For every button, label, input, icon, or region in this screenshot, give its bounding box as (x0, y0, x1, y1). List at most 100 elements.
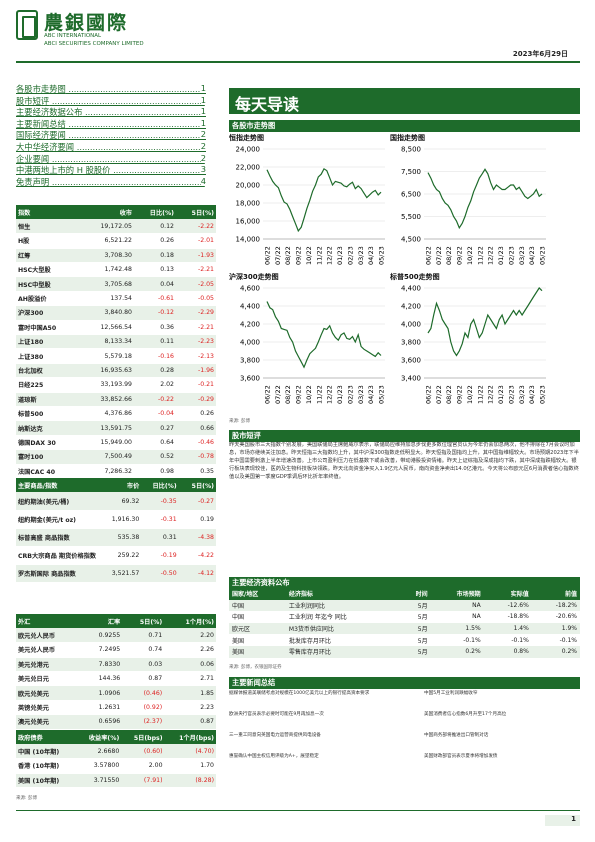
y-tick-label: 24,000 (236, 146, 261, 154)
table-header: 日比(%) (141, 478, 179, 493)
events-cell: 0.8% (483, 645, 532, 658)
news-item[interactable]: 欧洲央行官员表示必要时可能在9月再加息一次 (229, 712, 324, 717)
bond-table: 政府债券 收益率(%) 5日(bps) 1个月(bps) 中国 (10年期) 2.6680… (16, 730, 216, 789)
table-header: 主要商品/指数 (16, 478, 99, 493)
company-name-en-sub: ABCI SECURITIES COMPANY LIMITED (44, 41, 144, 47)
news-item[interactable]: 中国商务部将推进出口管制对话 (424, 733, 489, 738)
table-cell: 3.57800 (75, 758, 122, 774)
toc-item[interactable]: 主要经济数据公布 ...............................… (16, 106, 206, 118)
table-row: 红筹 3,708.30 0.18 -1.93 (16, 248, 216, 264)
news-item[interactable]: 惠誉确认中国主权信用评级为A+，展望稳定 (229, 754, 319, 759)
y-tick-label: 3,600 (401, 357, 421, 365)
toc-item-label: 企业要闻 (16, 153, 50, 164)
toc-item-page: 2 (200, 140, 206, 151)
toc-item[interactable]: 免责声明 ...................................… (16, 175, 206, 188)
table-row: 美国 零售库存月环比 5月 0.2% 0.8% 0.2% (229, 645, 580, 658)
toc-dots: ........................................… (85, 107, 206, 118)
x-tick-label: 04/23 (528, 246, 536, 265)
source-note-charts: 来源: 彭博 (229, 419, 250, 424)
table-header: 收益率(%) (75, 730, 122, 745)
table-cell: -0.22 (134, 392, 176, 407)
table-cell: 香港 (10年期) (16, 758, 76, 774)
news-title: 主要新闻总结 (229, 677, 580, 689)
table-cell: -2.21 (176, 262, 216, 278)
x-tick-label: 05/23 (539, 246, 547, 265)
table-cell: 法国CAC 40 (16, 464, 82, 479)
table-cell: 0.11 (134, 334, 176, 350)
news-item[interactable]: 美国财政部官员表示夏季将增加发债 (424, 754, 498, 759)
chart-svg: 24,000 22,000 20,000 18,000 16,000 14,00006/2… (236, 146, 386, 266)
news-section: 据媒体报道美联储考虑对规模在1000亿美元以上的银行提高资本要求 欧洲央行官员表示… (229, 690, 580, 805)
table-row: 纽約期油(美元/桶) 69.32 -0.35 -0.27 (16, 492, 216, 511)
table-cell: 13,591.75 (82, 420, 134, 436)
events-cell: 工业利润 年迄今 同比 (288, 614, 347, 622)
table-cell: 535.38 (98, 528, 142, 547)
table-cell: (0.60) (121, 744, 165, 760)
toc-item[interactable]: 股市短评 ...................................… (16, 94, 206, 107)
news-item[interactable]: 三一重工同意向英国电力运营商提供风电设备 (229, 733, 321, 738)
table-cell: 0.52 (134, 449, 176, 465)
toc-item-page: 1 (200, 94, 206, 105)
events-cell: -18.2% (531, 599, 580, 612)
table-cell: 道琼斯 (16, 392, 82, 407)
table-row: 上证380 5,579.18 -0.16 -2.13 (16, 348, 216, 364)
x-tick-label: 05/23 (539, 385, 547, 404)
toc-item[interactable]: 企业要闻 ...................................… (16, 152, 206, 165)
toc-item-label: 主要新闻总结 (16, 118, 66, 129)
series-line (266, 167, 382, 233)
y-tick-label: 4,000 (240, 339, 260, 347)
table-row: 德国DAX 30 15,949.00 0.64 -0.46 (16, 435, 216, 451)
table-cell: 美元兑日元 (16, 671, 82, 687)
toc-dots: ........................................… (113, 165, 206, 176)
table-cell: -0.78 (176, 449, 216, 465)
toc-item[interactable]: 中港两地上市的 H 股股价 ..........................… (16, 164, 206, 176)
toc-item[interactable]: 大中华经济要闻 ................................… (16, 140, 206, 153)
x-tick-label: 02/23 (507, 246, 515, 265)
y-tick-label: 4,000 (401, 321, 421, 329)
toc-item-label: 各股市走势图 (16, 84, 66, 94)
series-line (427, 168, 543, 230)
toc-dots: ........................................… (49, 176, 205, 187)
x-tick-label: 12/22 (326, 385, 334, 404)
table-cell: 0.06 (164, 657, 216, 673)
table-cell: 33,852.66 (82, 392, 134, 407)
bond-table-wrap: 政府债券 收益率(%) 5日(bps) 1个月(bps) 中国 (10年期) 2.6680… (16, 730, 216, 789)
events-cell: 5月 (398, 599, 431, 612)
events-title: 主要经济资料公布 (229, 577, 580, 589)
chart-title: 标普500走势图 (390, 273, 440, 281)
toc-item-page: 2 (200, 152, 206, 163)
toc-item-label: 国际经济要闻 (16, 130, 66, 141)
header-divider (16, 61, 580, 63)
table-cell: 0.9255 (81, 628, 123, 644)
table-cell: 3,521.57 (98, 564, 142, 583)
company-name-cn: 農銀國際 (44, 12, 129, 34)
news-item[interactable]: 美国消费者信心指数6月升至17个月高位 (424, 712, 507, 717)
events-cell: 中国 (232, 614, 245, 622)
news-item[interactable]: 中国5月工业利润跌幅收窄 (424, 691, 478, 696)
table-cell: HSC大型股 (16, 262, 82, 278)
news-item[interactable]: 据媒体报道美联储考虑对规模在1000亿美元以上的银行提高资本要求 (229, 691, 370, 696)
table-cell: 上证180 (16, 334, 82, 350)
table-row: 美国 (10年期) 3.71550 (7.91) (8.28) (16, 773, 216, 789)
toc-item[interactable]: 国际经济要闻 .................................… (16, 129, 206, 141)
series-line (427, 287, 543, 357)
toc-item[interactable]: 各股市走势图 .................................… (16, 83, 206, 95)
table-row: 标普500 4,376.86 -0.04 0.26 (16, 406, 216, 422)
table-header: 收市 (82, 205, 134, 220)
table-row: 中国 工业利润 年迄今 同比 5月 NA -18.8% -20.6% (229, 611, 580, 623)
chart-svg: 4,400 4,200 4,000 3,800 3,600 3,400 06/22 07/22… (401, 285, 547, 405)
index-table-wrap: 指数 收市 日比(%) 5日(%) 恒生 19,172.05 0.12 -2.22 H股 6,52… (16, 205, 216, 479)
x-tick-label: 03/23 (518, 246, 526, 265)
x-tick-label: 10/22 (305, 385, 313, 404)
y-tick-label: 7,500 (401, 168, 421, 176)
table-row: 澳元兑美元 0.6596 (2.37) 0.87 (16, 714, 216, 730)
chart-title: 恒指走势图 (229, 134, 264, 142)
toc-item[interactable]: 主要新闻总结 .................................… (16, 117, 206, 130)
table-cell: 纽約期油(美元/桶) (16, 492, 99, 511)
toc-item-label: 主要经济数据公布 (16, 107, 83, 118)
x-tick-label: 06/22 (425, 385, 433, 404)
events-table-wrap: 国家/地区 经济指标 时间 市场预期 实际值 前值 中国 工业利润同比 5月 NA -12.6% -1… (229, 588, 580, 658)
table-row: H股 6,521.22 0.26 -2.01 (16, 233, 216, 249)
y-tick-label: 4,400 (240, 303, 260, 311)
table-cell: (4.70) (164, 744, 216, 760)
